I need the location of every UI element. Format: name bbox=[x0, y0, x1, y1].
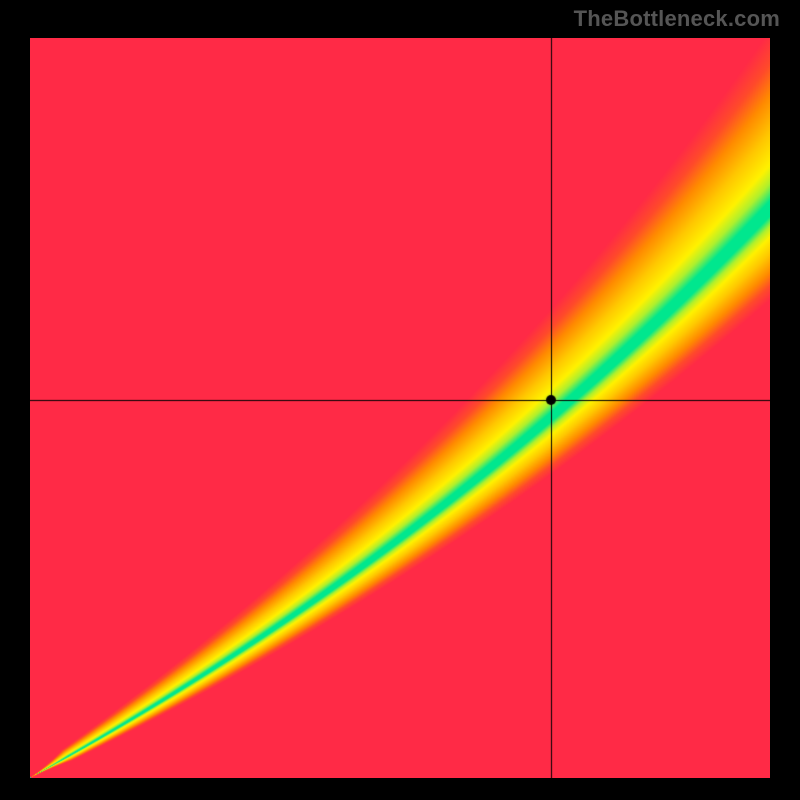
watermark-text: TheBottleneck.com bbox=[574, 6, 780, 32]
chart-container: TheBottleneck.com bbox=[0, 0, 800, 800]
bottleneck-heatmap bbox=[30, 38, 770, 778]
